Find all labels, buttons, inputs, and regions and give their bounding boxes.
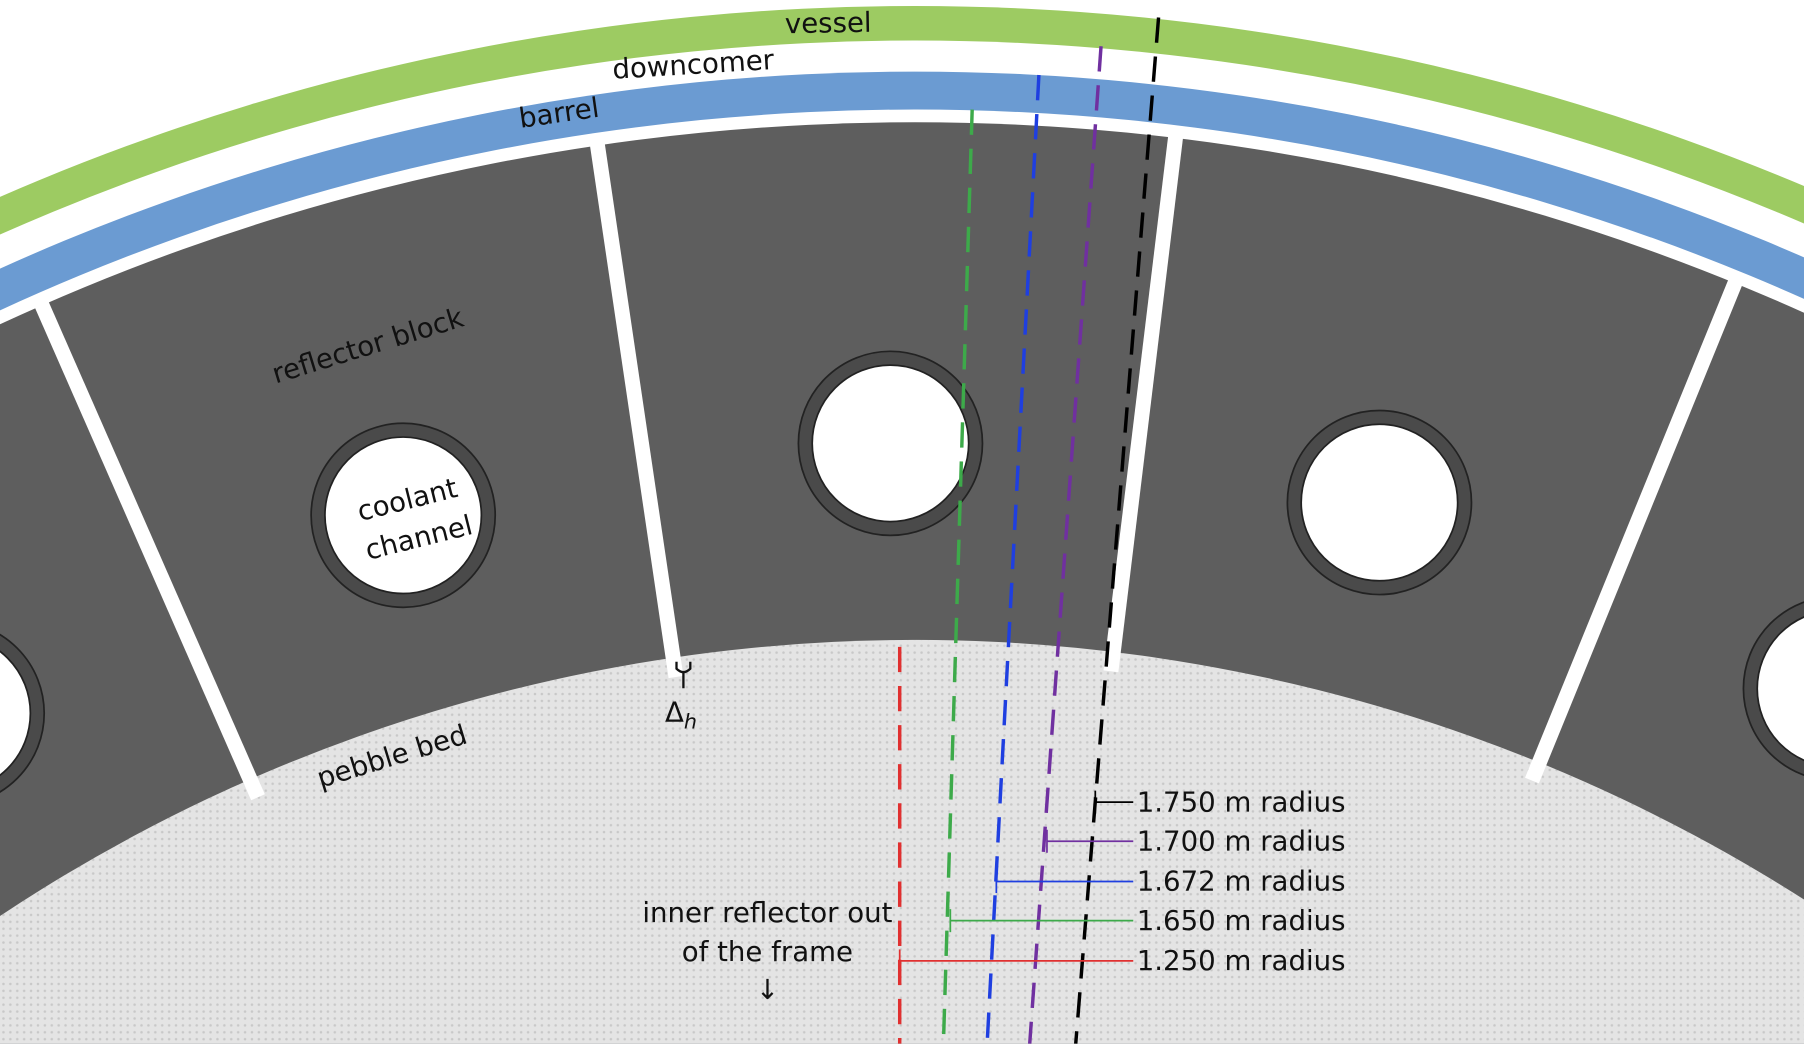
coolant-channel bbox=[811, 364, 970, 523]
coolant-channel bbox=[324, 436, 483, 595]
radius-lines bbox=[897, 17, 1161, 1044]
block-gap bbox=[589, 138, 684, 679]
pebble-bed bbox=[0, 640, 1804, 1044]
coolant-channel bbox=[1756, 616, 1804, 762]
radius-line bbox=[985, 74, 1041, 1044]
subscript: h bbox=[684, 710, 697, 734]
delta-brace bbox=[675, 661, 692, 689]
radius-label: 1.672 m radius bbox=[1137, 865, 1346, 898]
block-gap bbox=[1103, 131, 1184, 673]
block-gap bbox=[32, 297, 265, 801]
radius-line bbox=[1027, 46, 1103, 1044]
radius-label: 1.700 m radius bbox=[1137, 824, 1346, 857]
block-gap bbox=[1525, 274, 1745, 784]
coolant-channel bbox=[1300, 423, 1459, 582]
delta-h: Δh bbox=[665, 696, 697, 734]
radius-label: 1.250 m radius bbox=[1137, 944, 1346, 977]
note: inner reflector out bbox=[642, 896, 892, 929]
note: ↓ bbox=[756, 973, 779, 1006]
note: of the frame bbox=[682, 935, 853, 968]
radius-line bbox=[1074, 17, 1161, 1044]
radius-label: 1.750 m radius bbox=[1137, 785, 1346, 818]
delta: Δ bbox=[665, 696, 684, 729]
vessel-label: vessel bbox=[785, 6, 872, 41]
geometry bbox=[0, 6, 1804, 1044]
coolant-channel bbox=[0, 650, 32, 777]
radius-label: 1.650 m radius bbox=[1137, 904, 1346, 937]
